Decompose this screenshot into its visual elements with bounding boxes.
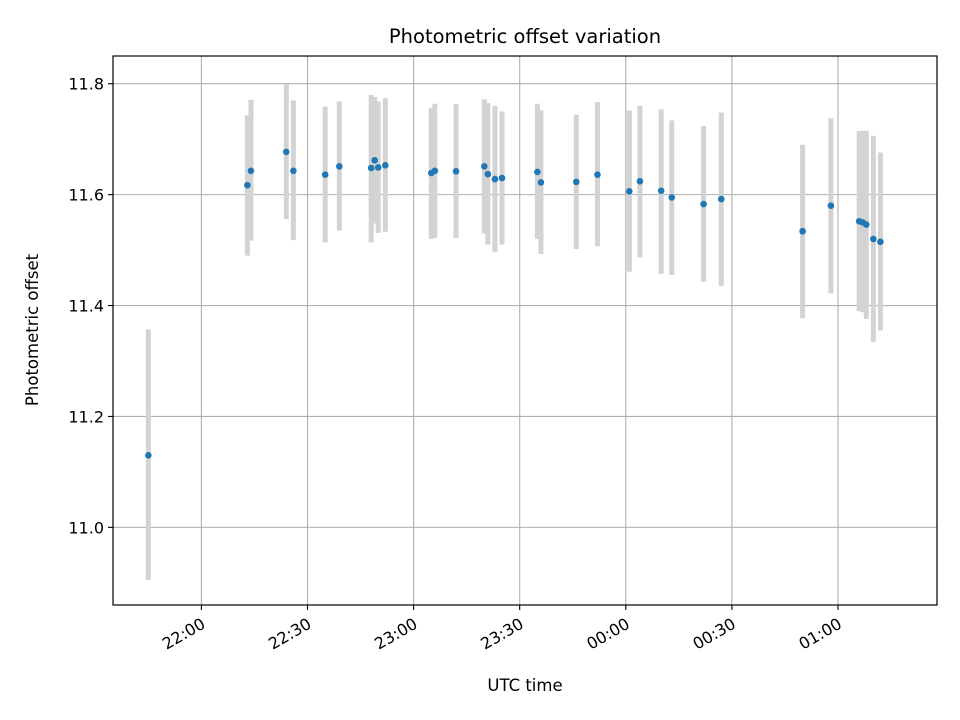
data-point [537,179,545,186]
data-point [382,161,389,169]
data-points [145,148,884,459]
y-tick-label: 11.8 [68,75,104,94]
data-point [145,451,152,459]
data-point [498,174,506,182]
data-point [636,178,644,185]
data-point [321,171,329,178]
x-axis-label: UTC time [487,676,562,695]
y-axis-ticks: 11.0 11.2 11.4 11.6 11.8 [68,75,113,537]
y-axis-label: Photometric offset [23,253,42,406]
data-point [481,163,488,170]
data-point [491,175,499,183]
data-point [336,163,343,170]
data-point [374,164,382,171]
data-point [700,200,707,208]
data-point [484,170,492,178]
data-point [572,178,580,186]
data-point [799,227,806,235]
data-point [827,202,835,210]
data-point [290,167,297,175]
data-point [862,221,870,228]
y-tick-label: 11.2 [68,407,104,426]
data-point [594,171,601,178]
data-point [657,187,665,195]
data-point [367,164,375,172]
data-point [717,195,725,203]
data-point [626,188,633,195]
data-point [452,168,460,175]
data-point [282,148,290,156]
data-point [870,235,877,243]
data-point [668,194,676,201]
data-point [244,181,251,189]
plot-frame [112,55,938,606]
y-tick-label: 11.6 [68,186,104,205]
data-point [877,238,884,246]
chart-title: Photometric offset variation [389,25,661,48]
data-point [534,168,541,176]
y-tick-label: 11.4 [68,297,104,316]
data-point [371,156,378,164]
data-point [247,167,255,175]
y-tick-label: 11.0 [68,518,104,537]
data-point [431,167,439,175]
